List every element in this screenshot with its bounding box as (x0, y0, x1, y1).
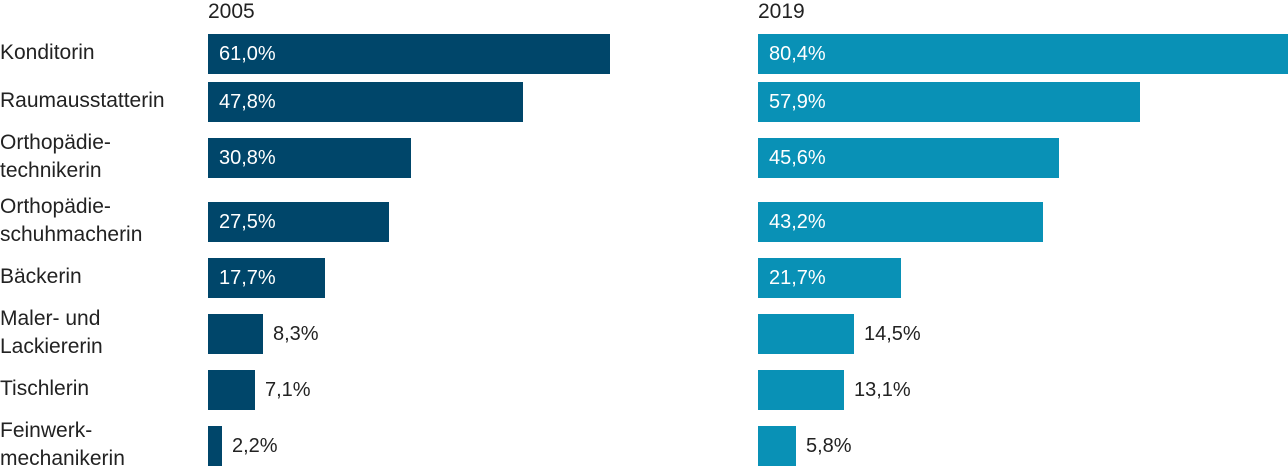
data-label-2019-4: 21,7% (769, 267, 826, 289)
data-label-2005-2: 30,8% (219, 147, 276, 169)
data-label-2019-3: 43,2% (769, 211, 826, 233)
data-label-2019-6: 13,1% (854, 379, 911, 401)
panel-title-2005: 2005 (208, 0, 255, 23)
category-label: Feinwerk- mechanikerin (0, 419, 125, 470)
bar-2005-1 (208, 82, 523, 122)
bar-2005-6 (208, 370, 255, 410)
category-label: Orthopädie- schuhmacherin (0, 195, 143, 246)
bar-2019-2 (758, 138, 1059, 178)
data-label-2019-0: 80,4% (769, 43, 826, 65)
category-label: Tischlerin (0, 377, 90, 400)
category-label: Orthopädie- technikerin (0, 131, 111, 182)
bar-2005-3 (208, 202, 389, 242)
panel-title-2019: 2019 (758, 0, 805, 23)
data-label-2019-5: 14,5% (864, 323, 921, 345)
category-label: Konditorin (0, 41, 95, 64)
data-label-2019-1: 57,9% (769, 91, 826, 113)
data-label-2005-5: 8,3% (273, 323, 319, 345)
category-label: Maler- und Lackiererin (0, 307, 103, 358)
bar-2019-0 (758, 34, 1288, 74)
category-label: Bäckerin (0, 265, 82, 288)
category-label: Raumausstatterin (0, 89, 165, 112)
bar-2005-7 (208, 426, 222, 466)
data-label-2005-6: 7,1% (265, 379, 311, 401)
bar-2005-2 (208, 138, 411, 178)
data-label-2019-7: 5,8% (806, 435, 852, 457)
bar-2019-7 (758, 426, 796, 466)
bar-2019-3 (758, 202, 1043, 242)
data-label-2005-1: 47,8% (219, 91, 276, 113)
data-label-2005-3: 27,5% (219, 211, 276, 233)
bar-2019-6 (758, 370, 844, 410)
data-label-2005-0: 61,0% (219, 43, 276, 65)
bar-2019-1 (758, 82, 1140, 122)
data-label-2005-4: 17,7% (219, 267, 276, 289)
bar-2005-0 (208, 34, 610, 74)
bar-2019-4 (758, 258, 901, 298)
data-label-2005-7: 2,2% (232, 435, 278, 457)
bar-2019-5 (758, 314, 854, 354)
bar-2005-5 (208, 314, 263, 354)
bar-2005-4 (208, 258, 325, 298)
data-label-2019-2: 45,6% (769, 147, 826, 169)
